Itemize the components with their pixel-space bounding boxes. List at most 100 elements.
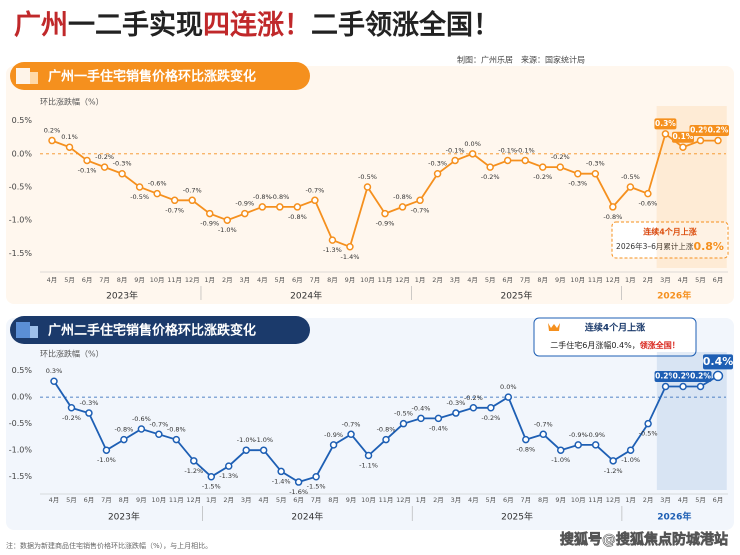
data-label: -1.0%	[97, 456, 116, 464]
annotation-box	[611, 221, 729, 259]
data-point	[48, 136, 56, 145]
x-tick-label: 8月	[327, 276, 338, 284]
page-title: 广州一二手实现四连涨！二手领涨全国！	[14, 9, 500, 41]
x-tick-label: 10月	[361, 496, 376, 504]
data-label: -0.7%	[165, 206, 184, 214]
data-label: -1.0%	[621, 456, 640, 464]
x-tick-label: 6月	[713, 276, 724, 284]
data-point	[679, 382, 687, 391]
x-tick-label: 11月	[378, 276, 393, 284]
data-point	[135, 183, 144, 191]
x-tick-label: 12月	[186, 496, 201, 504]
data-point	[696, 382, 705, 391]
x-group-label: 2026年	[657, 511, 691, 523]
x-tick-label: 9月	[555, 276, 566, 284]
data-point	[487, 404, 495, 412]
data-point	[591, 441, 600, 449]
x-group-label: 2024年	[290, 290, 322, 302]
data-label: 0.0%	[500, 383, 517, 391]
y-tick-label: 0.5%	[12, 116, 33, 125]
data-label: -0.7%	[305, 186, 324, 194]
data-point	[205, 209, 214, 218]
x-tick-label: 2月	[432, 276, 443, 284]
data-label: -0.7%	[534, 420, 553, 428]
label-box	[654, 118, 677, 130]
data-label: -0.2%	[481, 173, 500, 181]
data-point	[696, 136, 705, 145]
x-tick-label: 6月	[292, 276, 303, 284]
label-box	[689, 125, 712, 137]
label-box	[671, 131, 694, 143]
data-label: -0.8%	[288, 213, 307, 221]
annotation-title: 连续4个月上涨	[643, 227, 697, 237]
x-group-label: 2023年	[108, 511, 140, 523]
data-point	[417, 414, 425, 423]
x-tick-label: 7月	[99, 276, 110, 284]
x-group-label: 2025年	[501, 511, 533, 523]
data-label: -0.3%	[586, 160, 605, 168]
data-point	[329, 441, 338, 449]
x-tick-label: 4月	[49, 496, 60, 504]
y-tick-label: -1.5%	[9, 472, 33, 481]
data-label: -0.2%	[481, 414, 500, 422]
x-tick-label: 11月	[169, 496, 184, 504]
data-label: -0.7%	[411, 206, 430, 214]
data-point	[469, 404, 478, 412]
data-label: -0.8%	[114, 426, 133, 434]
data-point	[118, 169, 126, 178]
data-point	[346, 243, 354, 251]
x-tick-label: 9月	[345, 276, 356, 284]
data-label: -0.8%	[167, 426, 186, 434]
data-label: -0.9%	[324, 431, 343, 439]
data-label: 0.3%	[46, 367, 63, 375]
x-tick-label: 1月	[204, 276, 215, 284]
annotation-box	[533, 317, 697, 357]
x-tick-label: 11月	[379, 496, 394, 504]
data-point	[556, 446, 565, 454]
annotation-title: 连续4个月上涨	[585, 322, 646, 334]
y-tick-label: 0.0%	[12, 149, 33, 158]
data-point	[591, 169, 600, 178]
data-label: -1.0%	[254, 436, 273, 444]
x-tick-label: 1月	[416, 496, 427, 504]
data-label: -0.8%	[393, 193, 412, 201]
x-tick-label: 6月	[503, 496, 514, 504]
data-point	[311, 196, 319, 205]
annotation-text: 二手住宅6月涨幅0.4%，	[550, 340, 639, 350]
x-group-label: 2025年	[500, 290, 532, 302]
x-group-label: 2023年	[106, 290, 138, 302]
data-label: -0.9%	[235, 200, 254, 208]
data-label: -1.4%	[272, 477, 291, 485]
data-label: -1.0%	[551, 456, 570, 464]
x-tick-label: 3月	[451, 496, 462, 504]
x-tick-label: 1月	[625, 496, 636, 504]
data-point	[153, 189, 161, 198]
x-tick-label: 5月	[275, 276, 286, 284]
data-point	[521, 156, 529, 165]
data-label: -1.0%	[237, 436, 256, 444]
x-tick-label: 7月	[520, 276, 531, 284]
x-tick-label: 3月	[660, 276, 671, 284]
panel-header	[10, 316, 310, 344]
x-tick-label: 1月	[415, 276, 426, 284]
data-label: 0.1%	[673, 132, 694, 141]
data-label: -0.3%	[446, 399, 465, 407]
y-axis-label: 环比涨跌幅（%）	[40, 97, 104, 107]
data-point	[486, 163, 494, 171]
x-tick-label: 5月	[276, 496, 287, 504]
data-label: -0.9%	[200, 220, 219, 228]
x-tick-label: 5月	[64, 276, 75, 284]
data-label: -0.8%	[603, 213, 622, 221]
data-point	[120, 435, 128, 444]
data-point	[224, 462, 233, 470]
x-group-label: 2026年	[657, 290, 691, 302]
data-label: -0.9%	[376, 220, 395, 228]
annotation-text: 2026年3–6月累计上涨	[616, 241, 694, 251]
x-tick-label: 6月	[82, 276, 93, 284]
x-tick-label: 4月	[467, 276, 478, 284]
data-label: 0.2%	[690, 372, 711, 381]
data-point	[504, 393, 513, 401]
chart-title: 广州二手住宅销售价格环比涨跌变化	[48, 323, 256, 339]
x-tick-label: 6月	[502, 276, 513, 284]
data-point	[644, 419, 652, 428]
